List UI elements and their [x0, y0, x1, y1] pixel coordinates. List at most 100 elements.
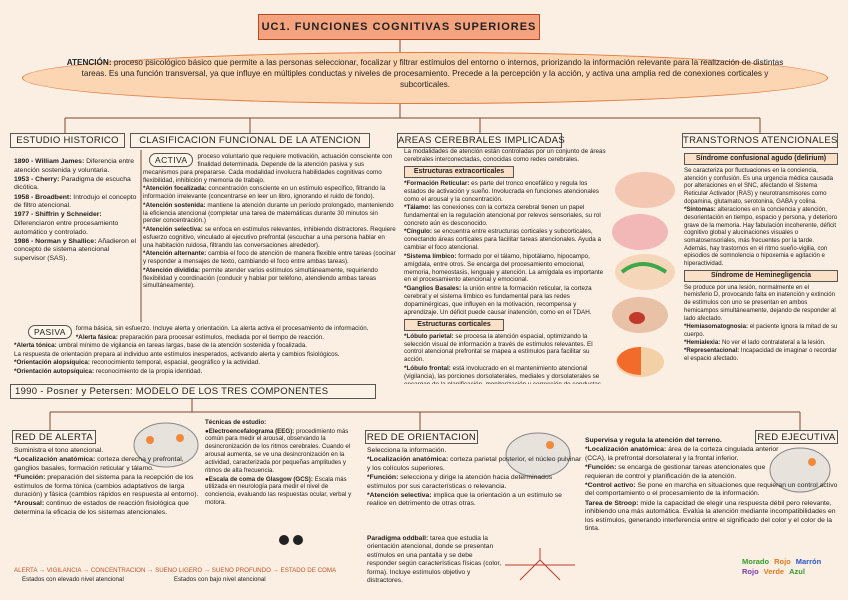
term: *Síntomas: — [684, 206, 716, 214]
term: *Tálamo: — [404, 204, 431, 212]
alert-network: Suministra el tono atencional. *Localizac… — [14, 447, 204, 567]
text: continuo de estados de reacción fisiológ… — [14, 500, 189, 516]
stroop-word: Verde — [763, 567, 785, 576]
text: selecciona y dirige la atención hacia de… — [367, 473, 553, 490]
text: es parte del tronco encefálico y regula … — [404, 179, 599, 203]
text: umbral mínimo de vigilancia en tareas la… — [56, 342, 307, 349]
text-item: ●Escala de coma de Glasgow (GCS): Escala… — [205, 476, 357, 508]
term: *Atención alternante: — [143, 250, 207, 258]
arousal-scale: ALERTA → VIGILANCIA → CONCENTRACIÓN → SU… — [14, 567, 359, 587]
text: está involucrado en el mantenimiento ate… — [404, 364, 601, 384]
text: Paradigma de escucha dicótica. — [14, 175, 131, 192]
term: *Función: — [14, 473, 46, 481]
text: alteraciones en la conciencia y atención… — [684, 206, 838, 268]
note: Estados con elevado nivel atencional — [22, 576, 124, 584]
text-item: Tarea de Stroop: mide la capacidad de el… — [585, 500, 838, 534]
term: Tarea de Stroop: — [585, 499, 639, 507]
active-attention: ACTIVA proceso voluntario que requiere m… — [143, 153, 396, 325]
text: mantiene la atención durante un período … — [143, 201, 394, 225]
text-item: *Alerta tónica: umbral mínimo de vigilan… — [14, 342, 396, 350]
text: proceso psicológico básico que permite a… — [81, 58, 784, 89]
text: se encarga de gestionar tareas atenciona… — [585, 463, 766, 480]
text: las conexiones con la corteza cerebral t… — [404, 204, 601, 227]
text-item: *Cíngulo: se encuentra entre estructuras… — [404, 228, 611, 252]
text: se procesa la atención espacial, optimiz… — [404, 332, 593, 364]
text-item: *Hemialexia: No ver el lado contralatera… — [684, 339, 838, 347]
section-header: TRANSTORNOS ATENCIONALES — [682, 133, 838, 148]
text-item: *Síntomas: alteraciones en la conciencia… — [684, 206, 838, 268]
title: UC1. FUNCIONES COGNITIVAS SUPERIORES — [258, 14, 540, 40]
term: 1986 - Norman y Shallice: — [14, 237, 97, 245]
text: Se produce por una lesión, normalmente e… — [684, 283, 836, 322]
term: *Representacional: — [684, 347, 740, 355]
text: la unión entre la formación reticular, l… — [404, 284, 592, 316]
text-item: Se caracteriza por fluctuaciones en la c… — [684, 167, 838, 206]
text-item: *Atención dividida: permite atender vari… — [143, 267, 396, 291]
history-list: 1890 - William James: Diferencia entre a… — [14, 158, 138, 323]
term: *Atención dividida: — [143, 266, 201, 274]
spacer — [786, 437, 838, 479]
text: Incapacidad de imaginar o recordar el es… — [684, 347, 837, 362]
text-item: Suministra el tono atencional. — [14, 447, 204, 456]
text-item: 1986 - Norman y Shallice: Añadieron el c… — [14, 238, 138, 264]
text-item: *Control activo: Se pone en marcha en si… — [585, 482, 838, 499]
oddball: Paradigma oddball: tarea que estudia la … — [367, 535, 502, 585]
text-item: 1953 - Cherry: Paradigma de escucha dicó… — [14, 176, 138, 193]
term: *Orientación alopsíquica: — [14, 359, 90, 366]
text: tarea que estudia la orientación atencio… — [367, 535, 502, 585]
text: cambia el foco de atención de manera fle… — [143, 250, 396, 266]
network-title: RED DE ALERTA — [12, 430, 96, 444]
text-item: *Lóbulo parietal: se procesa la atención… — [404, 333, 611, 365]
text-item: Selecciona la información. — [367, 447, 582, 456]
term: *Atención sostenida: — [143, 201, 206, 209]
intro: forma básica, sin esfuerzo. Incluye aler… — [75, 325, 369, 332]
list: Supervisa y regula la atención del terre… — [585, 437, 838, 534]
term: Supervisa y regula la atención del terre… — [585, 437, 722, 444]
text: Selecciona la información. — [367, 447, 447, 454]
term: *Control activo: — [585, 481, 636, 489]
text: No ver el lado contralateral a la lesión… — [720, 338, 826, 346]
text: concentración consciente en un estímulo … — [143, 185, 386, 201]
text-item: Supervisa y regula la atención del terre… — [585, 437, 838, 446]
stroop-word: Azul — [789, 567, 805, 576]
stroop-word: Morado — [742, 557, 770, 566]
text: Escala más utilizada en neurología para … — [205, 475, 352, 507]
text-item: *Localización anatómica: área de la cort… — [585, 446, 838, 463]
network-title: RED EJECUTIVA — [755, 430, 838, 444]
stroop-words: Morado Rojo Marrón Rojo Verde Azul — [742, 557, 832, 577]
text-item: *Atención alternante: cambia el foco de … — [143, 250, 396, 266]
passive-attention: PASIVA forma básica, sin esfuerzo. Inclu… — [14, 325, 396, 383]
text: procedimiento más común para medir el ar… — [205, 427, 351, 475]
text: Introdujo el concepto de filtro atencion… — [14, 193, 137, 210]
text-item: *Ganglios Basales: la unión entre la for… — [404, 285, 611, 317]
network-title: RED DE ORIENTACION — [365, 430, 478, 444]
text-item: *Tálamo: las conexiones con la corteza c… — [404, 204, 611, 228]
text: se enfoca en estímulos relevantes, inhib… — [143, 225, 396, 249]
text-item: *Arousal: continuo de estados de reacció… — [14, 500, 204, 517]
brain-images — [133, 172, 831, 581]
term: *Alerta tónica: — [14, 342, 57, 349]
term: Paradigma oddball: — [367, 535, 429, 542]
text: mide la capacidad de elegir una respuest… — [585, 499, 836, 533]
term: 1890 - William James: — [14, 158, 85, 165]
text: reconocimiento temporal, espacial, geogr… — [89, 359, 261, 366]
text: preparación para procesar estímulos, med… — [117, 333, 325, 341]
term: *Lóbulo frontal: — [404, 364, 451, 372]
term: *Función: — [585, 463, 617, 471]
term: 1958 - Broadbent: — [14, 193, 72, 201]
text: Diferencia entre atención sostenida y vo… — [14, 158, 135, 174]
scale: ALERTA → VIGILANCIA → CONCENTRACIÓN → SU… — [14, 567, 337, 574]
text-item: *Función: se encarga de gestionar tareas… — [585, 464, 838, 481]
label: Estructuras corticales — [404, 318, 504, 331]
intro: La modalidades de atención están control… — [404, 148, 606, 163]
text: permite atender varios estímulos simultá… — [143, 266, 378, 290]
section-header: AREAS CEREBRALES IMPLICADAS — [397, 133, 566, 148]
text-item: *Alerta fásica: preparación para procesa… — [14, 334, 396, 342]
text-item: 1890 - William James: Diferencia entre a… — [14, 158, 138, 175]
text-item: *Localización anatómica: corteza derecha… — [14, 456, 204, 473]
text: preparación del sistema para la recepció… — [14, 473, 199, 499]
stroop-word: Rojo — [774, 557, 791, 566]
list: *Lóbulo parietal: se procesa la atención… — [404, 333, 611, 384]
